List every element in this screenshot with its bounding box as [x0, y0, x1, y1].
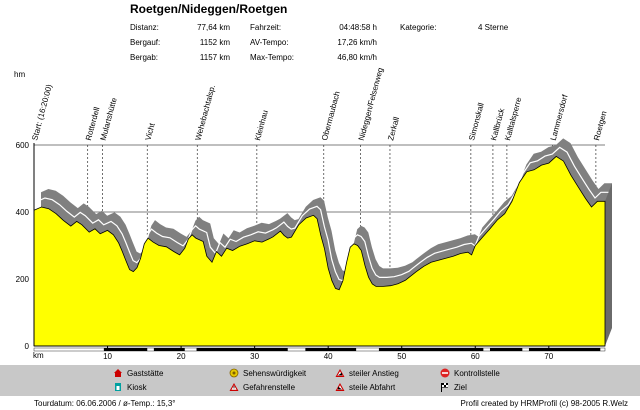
stat-value: 1152 km [199, 38, 230, 47]
legend-item-kontrollstelle: Kontrollstelle [440, 368, 500, 378]
kiosk-icon [113, 382, 123, 392]
warning-icon [229, 382, 239, 392]
stat-value: 1157 km [199, 53, 230, 62]
legend: Gaststätte Kiosk Sehenswürdigkeit Gefahr… [0, 365, 640, 396]
stat-label: Bergauf: [130, 38, 161, 47]
segment-bar-dark [305, 348, 357, 351]
legend-item-steiler-anstieg: steiler Anstieg [335, 368, 399, 378]
legend-item-gefahrenstelle: Gefahrenstelle [229, 382, 295, 392]
stats-column-2: Fahrzeit: 04:48:58 h AV-Tempo: 17,26 km/h … [250, 20, 377, 65]
legend-label: Gaststätte [127, 368, 164, 378]
y-axis-label: hm [14, 70, 25, 79]
house-icon [113, 368, 123, 378]
waypoint-label: Mulartshütte [99, 96, 119, 141]
stat-ascent: Bergauf: 1152 km [130, 35, 230, 50]
y-tick-label: 200 [16, 275, 30, 284]
stat-avg-speed: AV-Tempo: 17,26 km/h [250, 35, 377, 50]
x-axis-label: km [33, 351, 44, 360]
stats-column-3: Kategorie: 4 Sterne [400, 20, 508, 35]
legend-label: steiler Anstieg [349, 368, 399, 378]
stat-value: 46,80 km/h [337, 53, 377, 62]
legend-label: Kontrollstelle [454, 368, 500, 378]
stat-max-speed: Max-Tempo: 46,80 km/h [250, 50, 377, 65]
segment-bar-dark [489, 348, 523, 351]
stat-value: 77,64 km [197, 23, 230, 32]
waypoint-label: Kalltalsperre [503, 96, 523, 142]
x-tick-label: 10 [103, 352, 112, 361]
y-tick-label: 0 [25, 342, 30, 351]
stats-column-1: Distanz: 77,64 km Bergauf: 1152 km Bergab:… [130, 20, 230, 65]
legend-item-ziel: Ziel [440, 382, 467, 392]
stat-value: 04:48:58 h [339, 23, 377, 32]
checkpoint-icon [440, 368, 450, 378]
y-tick-label: 400 [16, 208, 30, 217]
sight-icon [229, 368, 239, 378]
tour-date-footer: Tourdatum: 06.06.2006 / ø-Temp.: 15,3° [34, 399, 176, 408]
waypoint-label: Wehebachtalsp. [194, 84, 218, 142]
legend-item-gaststaette: Gaststätte [113, 368, 163, 378]
stat-distance: Distanz: 77,64 km [130, 20, 230, 35]
legend-label: Kiosk [127, 382, 147, 392]
waypoint-label: Nideggen/Felsenweg [357, 67, 385, 142]
chart-title: Roetgen/Nideggen/Roetgen [130, 2, 288, 16]
segment-bar-dark [153, 348, 185, 351]
elevation-profile-chart: hm km Start: (16:20:00) RotterdellMularts… [14, 67, 612, 361]
credit-footer: Profil created by HRMProfil (c) 98-2005 … [460, 399, 628, 408]
profile-side-face [605, 183, 612, 346]
x-tick-label: 50 [397, 352, 406, 361]
x-tick-label: 40 [324, 352, 333, 361]
axis-layer: 0 200 400 600 10 20 30 40 50 60 70 [16, 141, 606, 361]
legend-item-kiosk: Kiosk [113, 382, 147, 392]
waypoint-label: Start: (16:20:00) [30, 83, 54, 141]
segment-bar-dark [378, 348, 484, 351]
waypoint-label: Simonskall [467, 102, 486, 142]
segment-bar-dark [196, 348, 288, 351]
waypoint-label: Lammersdorf [549, 93, 570, 142]
waypoint-label: Roetgen [592, 110, 609, 142]
stat-category: Kategorie: 4 Sterne [400, 20, 508, 35]
steep-descent-icon [335, 382, 345, 392]
steep-climb-icon [335, 368, 345, 378]
x-tick-label: 60 [471, 352, 480, 361]
stat-label: Fahrzeit: [250, 23, 282, 32]
waypoint-label: Obermaubach [320, 90, 342, 141]
legend-label: Sehenswürdigkeit [243, 368, 307, 378]
segment-bar-dark [528, 348, 601, 351]
profile-highlight [37, 146, 609, 282]
segment-bar-dark [103, 348, 148, 351]
profile-layer [33, 138, 612, 347]
y-tick-label: 600 [16, 141, 30, 150]
legend-item-steile-abfahrt: steile Abfahrt [335, 382, 395, 392]
stat-label: Max-Tempo: [250, 53, 295, 62]
x-tick-label: 30 [250, 352, 259, 361]
x-tick-label: 70 [544, 352, 553, 361]
stat-value: 17,26 km/h [337, 38, 377, 47]
stat-label: Distanz: [130, 23, 159, 32]
finish-flag-icon [440, 382, 450, 392]
stat-value: 4 Sterne [478, 23, 509, 32]
waypoint-label: Vicht [143, 121, 156, 141]
stat-label: Bergab: [130, 53, 159, 62]
x-tick-label: 20 [177, 352, 186, 361]
legend-label: Gefahrenstelle [243, 382, 296, 392]
legend-label: Ziel [454, 382, 467, 392]
stat-ride-time: Fahrzeit: 04:48:58 h [250, 20, 377, 35]
waypoint-label: Zerkall [386, 116, 401, 142]
waypoint-label: Kleinhau [253, 109, 270, 141]
legend-item-sehenswuerdigkeit: Sehenswürdigkeit [229, 368, 306, 378]
legend-label: steile Abfahrt [349, 382, 396, 392]
stat-label: AV-Tempo: [250, 38, 289, 47]
stat-label: Kategorie: [400, 23, 437, 32]
elevation-area [33, 155, 606, 347]
stat-descent: Bergab: 1157 km [130, 50, 230, 65]
